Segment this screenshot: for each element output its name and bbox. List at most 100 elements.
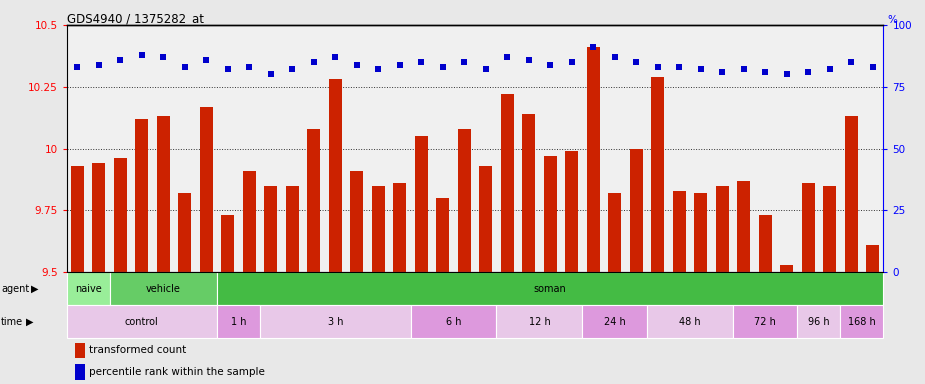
Text: ▶: ▶: [26, 317, 33, 327]
Bar: [67, 272, 109, 305]
Bar: [716, 186, 729, 272]
Text: 72 h: 72 h: [754, 317, 776, 327]
Point: [586, 44, 600, 50]
Bar: [479, 166, 492, 272]
Bar: [695, 193, 707, 272]
Point: [865, 64, 880, 70]
Point: [822, 66, 837, 73]
Bar: [780, 265, 793, 272]
Bar: [500, 94, 513, 272]
Point: [500, 54, 514, 60]
Point: [70, 64, 85, 70]
Point: [306, 59, 321, 65]
Bar: [286, 186, 299, 272]
Point: [134, 51, 149, 58]
Bar: [586, 47, 599, 272]
Bar: [217, 272, 883, 305]
Bar: [411, 305, 497, 338]
Bar: [75, 343, 84, 358]
Bar: [414, 136, 427, 272]
Bar: [523, 114, 536, 272]
Bar: [75, 364, 84, 380]
Bar: [179, 193, 191, 272]
Point: [629, 59, 644, 65]
Point: [285, 66, 300, 73]
Point: [564, 59, 579, 65]
Point: [178, 64, 192, 70]
Point: [736, 66, 751, 73]
Point: [478, 66, 493, 73]
Bar: [609, 193, 622, 272]
Point: [543, 61, 558, 68]
Text: vehicle: vehicle: [146, 284, 180, 294]
Point: [371, 66, 386, 73]
Point: [844, 59, 858, 65]
Point: [715, 69, 730, 75]
Point: [264, 71, 278, 78]
Text: 168 h: 168 h: [848, 317, 876, 327]
Point: [779, 71, 794, 78]
Text: ▶: ▶: [31, 284, 38, 294]
Bar: [497, 305, 583, 338]
Bar: [458, 129, 471, 272]
Bar: [583, 305, 647, 338]
Text: 96 h: 96 h: [808, 317, 830, 327]
Text: percentile rank within the sample: percentile rank within the sample: [90, 367, 265, 377]
Bar: [845, 116, 857, 272]
Text: control: control: [125, 317, 159, 327]
Bar: [221, 215, 234, 272]
Text: 24 h: 24 h: [604, 317, 625, 327]
Bar: [114, 159, 127, 272]
Point: [608, 54, 623, 60]
Text: GDS4940 / 1375282_at: GDS4940 / 1375282_at: [67, 12, 204, 25]
Point: [220, 66, 235, 73]
Bar: [733, 305, 797, 338]
Bar: [109, 272, 217, 305]
Point: [436, 64, 450, 70]
Text: soman: soman: [534, 284, 567, 294]
Bar: [307, 129, 320, 272]
Bar: [802, 183, 815, 272]
Point: [758, 69, 772, 75]
Bar: [71, 166, 84, 272]
Text: naive: naive: [75, 284, 102, 294]
Text: time: time: [1, 317, 23, 327]
Text: agent: agent: [1, 284, 30, 294]
Point: [801, 69, 816, 75]
Text: 48 h: 48 h: [679, 317, 701, 327]
Bar: [393, 183, 406, 272]
Point: [392, 61, 407, 68]
Bar: [372, 186, 385, 272]
Bar: [544, 156, 557, 272]
Bar: [672, 190, 685, 272]
Point: [672, 64, 686, 70]
Point: [199, 56, 214, 63]
Bar: [823, 186, 836, 272]
Bar: [351, 171, 364, 272]
Text: 12 h: 12 h: [528, 317, 550, 327]
Point: [92, 61, 106, 68]
Bar: [565, 151, 578, 272]
Point: [327, 54, 342, 60]
Bar: [67, 305, 217, 338]
Text: 6 h: 6 h: [446, 317, 462, 327]
Bar: [797, 305, 841, 338]
Point: [457, 59, 472, 65]
Bar: [200, 106, 213, 272]
Bar: [217, 305, 260, 338]
Bar: [260, 305, 411, 338]
Point: [113, 56, 128, 63]
Bar: [157, 116, 170, 272]
Bar: [437, 198, 450, 272]
Bar: [758, 215, 771, 272]
Bar: [651, 77, 664, 272]
Point: [156, 54, 171, 60]
Bar: [135, 119, 148, 272]
Bar: [92, 164, 105, 272]
Text: %: %: [888, 15, 897, 25]
Bar: [866, 245, 879, 272]
Bar: [243, 171, 255, 272]
Point: [650, 64, 665, 70]
Bar: [265, 186, 277, 272]
Text: transformed count: transformed count: [90, 346, 187, 356]
